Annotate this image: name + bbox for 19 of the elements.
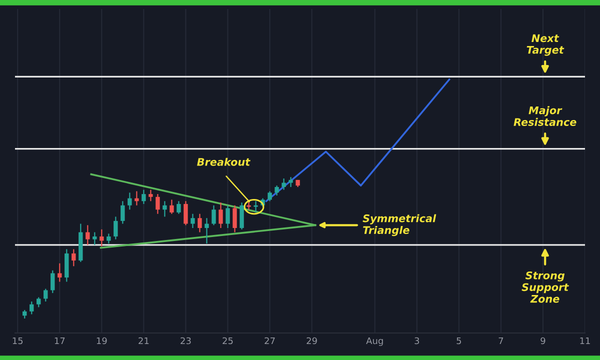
- x-tick-label: 25: [222, 337, 233, 344]
- x-tick-label: 17: [54, 337, 65, 344]
- x-tick-label: 29: [306, 337, 317, 344]
- x-tick-label: 5: [456, 337, 461, 344]
- annotation: Symmetrical Triangle: [362, 214, 436, 236]
- x-tick-label: Aug: [366, 337, 383, 346]
- ref-line-label: Next Target: [526, 34, 564, 56]
- x-tick-label: 27: [264, 337, 275, 344]
- x-tick-label: 7: [498, 337, 504, 344]
- ref-line-label: Major Resistance: [514, 106, 576, 126]
- ref-line-label: Strong Support Zone: [522, 271, 569, 303]
- x-tick-label: 21: [138, 337, 149, 344]
- x-tick-label: 3: [414, 337, 420, 344]
- x-tick-label: 19: [96, 337, 107, 344]
- x-tick-label: 9: [540, 337, 546, 344]
- x-tick-label: 15: [12, 337, 23, 344]
- annotation: Breakout: [197, 158, 250, 166]
- x-tick-label: 11: [580, 337, 590, 344]
- x-tick-label: 23: [180, 337, 191, 344]
